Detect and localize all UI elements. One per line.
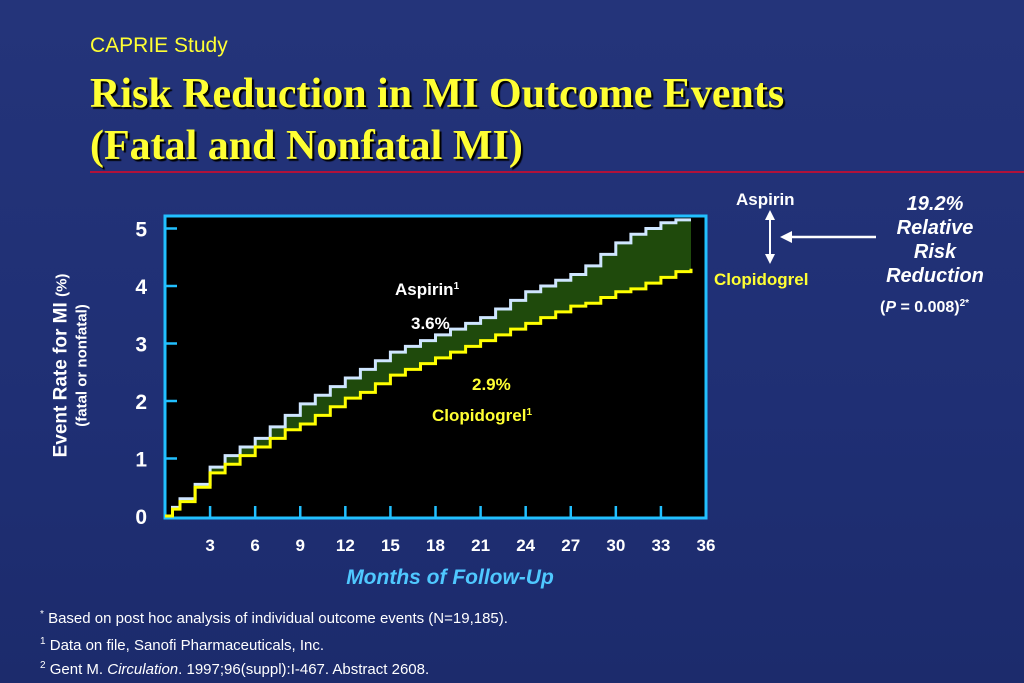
slide-title: Risk Reduction in MI Outcome Events (Fat… [90, 68, 784, 172]
x-tick-label: 6 [250, 536, 259, 555]
legend-aspirin: Aspirin [736, 190, 795, 209]
y-tick-label: 5 [135, 219, 147, 242]
x-tick-label: 18 [426, 536, 445, 555]
x-tick-label: 15 [381, 536, 400, 555]
rrr-percent: 19.2% [906, 193, 964, 215]
x-tick-label: 30 [606, 536, 625, 555]
x-axis-title: Months of Follow-Up [346, 566, 554, 589]
slide-subtitle: CAPRIE Study [90, 34, 228, 57]
aspirin-series-label: Aspirin1 [395, 280, 460, 299]
rrr-word-risk: Risk [913, 241, 957, 263]
x-axis-ticks: 3 6 9 12 15 18 21 24 27 30 33 36 [205, 506, 715, 555]
x-tick-label: 24 [516, 536, 535, 555]
y-tick-label: 4 [135, 276, 147, 299]
legend-arrowhead-down [765, 254, 775, 264]
y-tick-label: 1 [135, 449, 147, 472]
footnote-2: 1 Data on file, Sanofi Pharmaceuticals, … [40, 636, 325, 654]
legend-arrowhead-up [765, 210, 775, 220]
x-tick-label: 9 [296, 536, 305, 555]
aspirin-line [165, 218, 691, 518]
y-tick-label: 0 [135, 506, 147, 529]
footnote-1: * Based on post hoc analysis of individu… [40, 609, 508, 627]
rrr-word-relative: Relative [896, 217, 974, 239]
x-tick-label: 21 [471, 536, 490, 555]
rrr-word-reduction: Reduction [886, 265, 984, 287]
clopidogrel-line [165, 268, 693, 518]
title-line-1: Risk Reduction in MI Outcome Events [90, 71, 785, 117]
y-axis-ticks: 0 1 2 3 4 5 [135, 219, 177, 529]
legend-arrowhead-left [780, 231, 792, 243]
x-tick-label: 12 [336, 536, 355, 555]
x-tick-label: 27 [561, 536, 580, 555]
clopidogrel-value-label: 2.9% [472, 375, 511, 394]
legend-clopidogrel: Clopidogrel [714, 270, 809, 289]
risk-reduction-band [165, 219, 691, 516]
y-tick-label: 2 [135, 391, 147, 414]
relative-risk-reduction: 19.2% Relative Risk Reduction [860, 192, 1010, 288]
title-line-2: (Fatal and Nonfatal MI) [90, 123, 523, 169]
x-tick-label: 3 [205, 536, 214, 555]
x-tick-label: 33 [651, 536, 670, 555]
title-divider [90, 171, 1024, 173]
footnote-3: 2 Gent M. Circulation. 1997;96(suppl):I-… [40, 660, 430, 678]
aspirin-value-label: 3.6% [411, 314, 450, 333]
x-tick-label: 36 [697, 536, 716, 555]
y-tick-label: 3 [135, 334, 147, 357]
clopidogrel-series-label: Clopidogrel1 [432, 406, 533, 425]
p-value: (P = 0.008)2* [880, 298, 970, 316]
